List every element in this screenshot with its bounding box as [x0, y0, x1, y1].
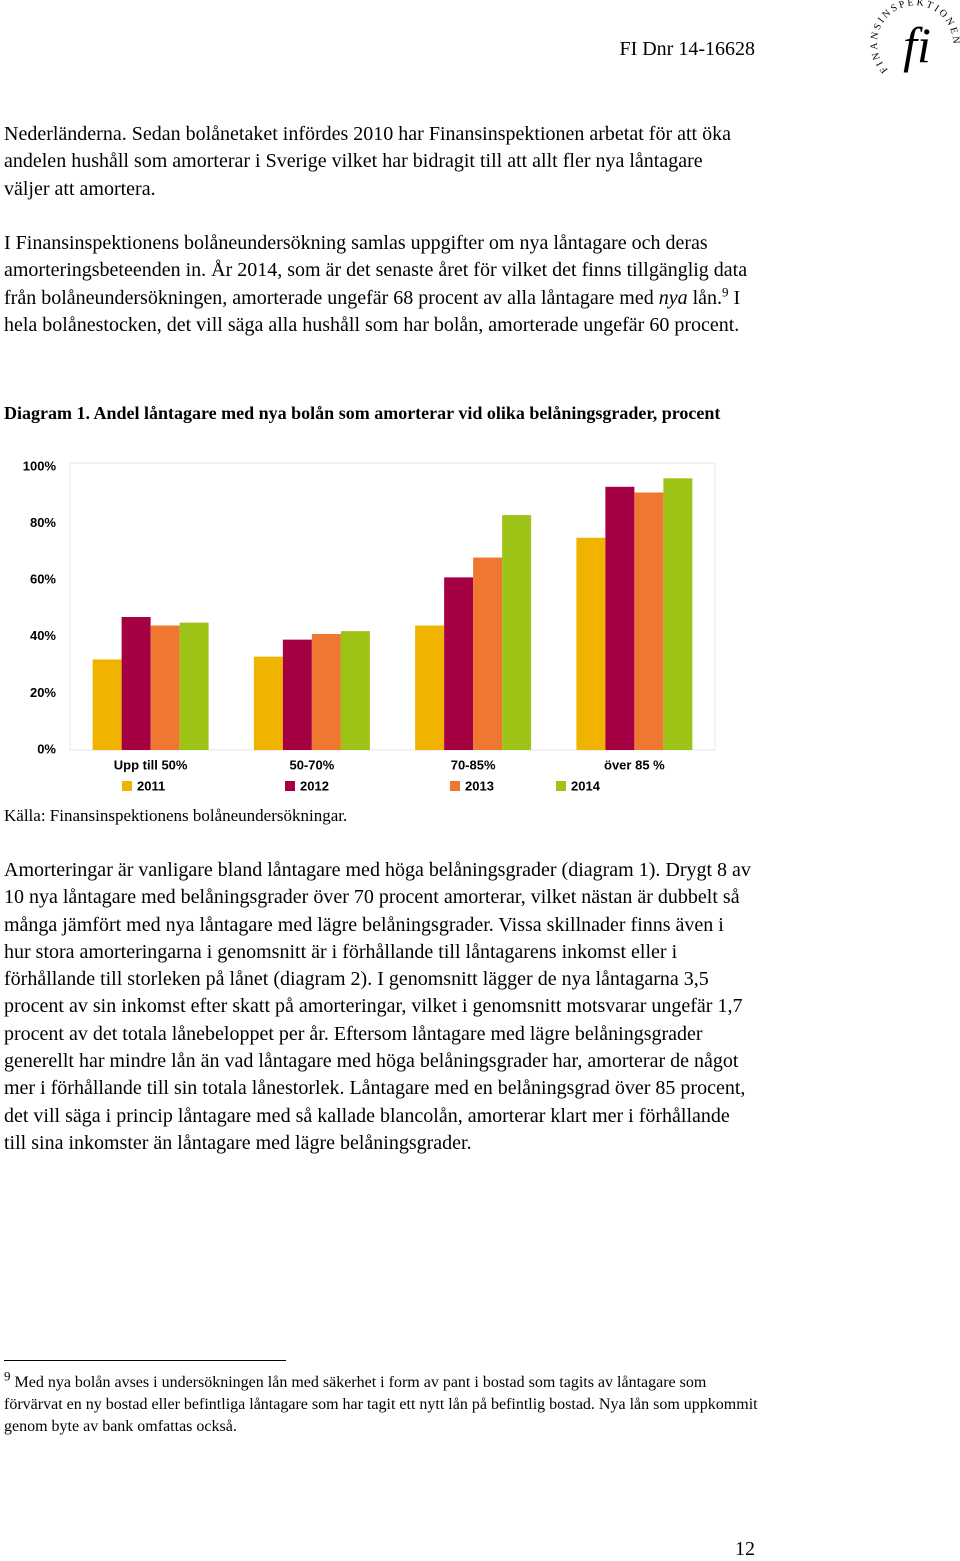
source: Källa: Finansinspektionens bolåneundersö…: [4, 806, 348, 825]
x-tick-label: Upp till 50%: [114, 757, 188, 772]
bar: [444, 577, 474, 750]
footnote-rule: [4, 1360, 286, 1361]
text: I hela bolånestocken, det vill säga alla…: [4, 286, 741, 336]
logo-mark: fi: [903, 17, 931, 73]
y-tick-label: 0%: [37, 741, 56, 756]
legend-label: 2013: [465, 778, 494, 793]
footnote-number: 9: [4, 1368, 11, 1384]
footnote: 9 Med nya bolån avses i undersökningen l…: [4, 1368, 764, 1438]
y-tick-label: 80%: [30, 515, 56, 530]
x-tick-label: 50-70%: [289, 757, 334, 772]
y-tick-label: 60%: [30, 572, 56, 587]
bar: [473, 557, 503, 750]
bar: [121, 616, 151, 750]
bar: [634, 492, 664, 750]
bar: [605, 486, 635, 750]
bar: [150, 625, 180, 750]
bar: [92, 659, 122, 750]
logo: FINANSINSPEKTIONEN fi: [869, 0, 959, 75]
paragraph: Amorteringar är vanligare bland låntagar…: [4, 859, 751, 1154]
caption-label: Diagram 1.: [4, 403, 90, 423]
bar: [179, 622, 209, 750]
bar: [340, 631, 370, 750]
bar: [253, 656, 283, 750]
page-number: 12: [735, 1538, 755, 1560]
caption: Diagram 1. Andel låntagare med nya bolån…: [4, 398, 754, 428]
bar: [282, 639, 312, 750]
y-tick-label: 100%: [23, 458, 57, 473]
chart: 0% 20% 40% 60% 80% 100% Upp till 50% 50-70% 70-8…: [23, 458, 716, 793]
bar: [311, 633, 341, 750]
paragraph: Nederländerna. Sedan bolånetaket införde…: [4, 123, 731, 200]
x-tick-label: över 85 %: [604, 757, 665, 772]
italic-text: nya: [658, 286, 688, 309]
legend-label: 2012: [300, 778, 329, 793]
x-tick-label: 70-85%: [451, 757, 496, 772]
legend-swatch: [450, 781, 460, 791]
plot-frame: [69, 462, 716, 751]
bar: [576, 537, 606, 750]
bar: [502, 515, 532, 750]
paragraph: I Finansinspektionens bolåneundersökning…: [4, 230, 752, 339]
footnote-text: Med nya bolån avses i undersökningen lån…: [4, 1374, 758, 1435]
y-tick-label: 40%: [30, 628, 56, 643]
text: lån.: [692, 286, 723, 309]
bar: [663, 478, 693, 750]
legend-swatch: [556, 781, 566, 791]
y-tick-label: 20%: [30, 685, 56, 700]
doc-number: FI Dnr 14-16628: [619, 38, 755, 60]
text: I Finansinspektionens bolåneundersökning…: [4, 232, 748, 309]
legend-swatch: [122, 781, 132, 791]
legend-label: 2014: [571, 778, 601, 793]
bar: [415, 625, 445, 750]
caption-text: Andel låntagare med nya bolån som amorte…: [93, 403, 721, 423]
footnote-ref: 9: [722, 283, 729, 299]
legend-label: 2011: [137, 778, 165, 793]
legend-swatch: [285, 781, 295, 791]
